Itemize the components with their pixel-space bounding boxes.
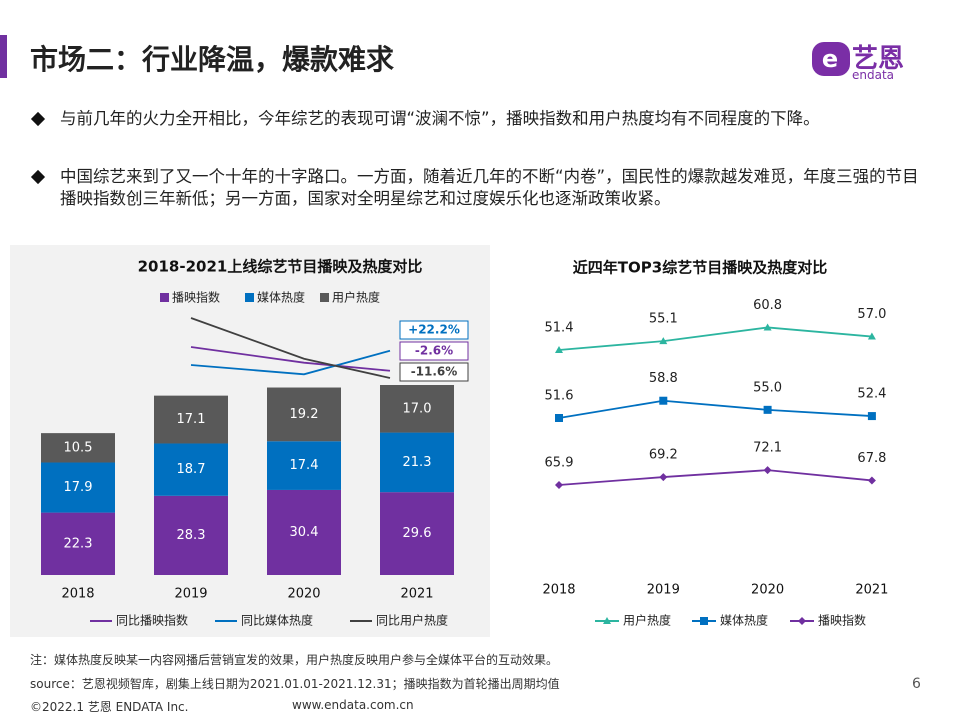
data-label: 19.2 — [290, 407, 319, 422]
data-label: 55.1 — [649, 312, 678, 327]
x-tick-label: 2018 — [61, 587, 94, 602]
x-tick-label: 2018 — [542, 583, 575, 598]
bullet-icon — [31, 170, 45, 184]
data-label: 52.4 — [857, 387, 886, 402]
data-label: 17.9 — [64, 480, 93, 495]
note: 注：媒体热度反映某一内容网播后营销宣发的效果，用户热度反映用户参与全媒体平台的互… — [30, 651, 558, 668]
legend-label: 播映指数 — [818, 613, 866, 628]
series-line — [559, 470, 872, 485]
data-label: 67.8 — [857, 451, 886, 466]
data-label: 18.7 — [177, 462, 206, 477]
annotation: -11.6% — [411, 365, 458, 379]
data-label: 17.1 — [177, 412, 206, 427]
marker — [659, 397, 667, 405]
data-label: 58.8 — [649, 371, 678, 386]
page-number: 6 — [912, 676, 921, 692]
data-label: 60.8 — [753, 298, 782, 313]
logo-icon-e: e — [822, 45, 838, 73]
legend-label: 同比媒体热度 — [241, 613, 313, 628]
x-tick-label: 2021 — [855, 583, 888, 598]
data-label: 30.4 — [290, 525, 319, 540]
series-line — [559, 401, 872, 418]
website: www.endata.com.cn — [292, 698, 414, 712]
data-label: 51.4 — [545, 321, 574, 336]
marker — [555, 414, 563, 422]
legend-label: 播映指数 — [172, 290, 220, 305]
marker — [798, 617, 806, 625]
x-tick-label: 2020 — [751, 583, 784, 598]
data-label: 29.6 — [403, 526, 432, 541]
data-label: 17.4 — [290, 458, 319, 473]
legend-label: 用户热度 — [332, 290, 380, 305]
data-label: 10.5 — [64, 440, 93, 455]
data-label: 51.6 — [545, 389, 574, 404]
x-tick-label: 2019 — [647, 583, 680, 598]
bullet-text: 与前几年的火力全开相比，今年综艺的表现可谓“波澜不惊”，播映指数和用户热度均有不… — [60, 108, 920, 130]
data-label: 57.0 — [857, 307, 886, 322]
bullet-icon — [31, 112, 45, 126]
data-label: 17.0 — [403, 401, 432, 416]
x-tick-label: 2020 — [287, 587, 320, 602]
bullet-text: 中国综艺来到了又一个十年的十字路口。一方面，随着近几年的不断“内卷”，国民性的爆… — [60, 166, 920, 210]
legend-label: 同比播映指数 — [116, 613, 188, 628]
legend-label: 媒体热度 — [257, 290, 305, 305]
data-label: 28.3 — [177, 528, 206, 543]
legend-swatch — [320, 293, 329, 302]
x-tick-label: 2021 — [400, 587, 433, 602]
marker — [700, 617, 708, 625]
annotation: +22.2% — [408, 323, 460, 337]
logo-en: endata — [852, 68, 894, 82]
legend-label: 媒体热度 — [720, 613, 768, 628]
data-label: 22.3 — [64, 536, 93, 551]
data-label: 21.3 — [403, 455, 432, 470]
data-label: 69.2 — [649, 448, 678, 463]
marker — [868, 412, 876, 420]
legend-label: 同比用户热度 — [376, 613, 448, 628]
data-label: 72.1 — [753, 441, 782, 456]
chart-title: 2018-2021上线综艺节目播映及热度对比 — [138, 258, 423, 276]
marker — [555, 481, 563, 489]
marker — [868, 476, 876, 484]
copyright: ©2022.1 艺恩 ENDATA Inc. — [30, 698, 188, 715]
marker — [764, 406, 772, 414]
legend-swatch — [245, 293, 254, 302]
data-label: 55.0 — [753, 380, 782, 395]
series-line — [559, 327, 872, 350]
title-bar — [0, 35, 7, 78]
marker — [764, 466, 772, 474]
chart-title: 近四年TOP3综艺节目播映及热度对比 — [573, 259, 827, 277]
legend-swatch — [160, 293, 169, 302]
annotation: -2.6% — [415, 344, 453, 358]
data-label: 65.9 — [545, 456, 574, 471]
source: source：艺恩视频智库，剧集上线日期为2021.01.01-2021.12.… — [30, 675, 560, 692]
x-tick-label: 2019 — [174, 587, 207, 602]
slide-title: 市场二：行业降温，爆款难求 — [30, 38, 394, 78]
legend-label: 用户热度 — [623, 613, 671, 628]
marker — [659, 473, 667, 481]
